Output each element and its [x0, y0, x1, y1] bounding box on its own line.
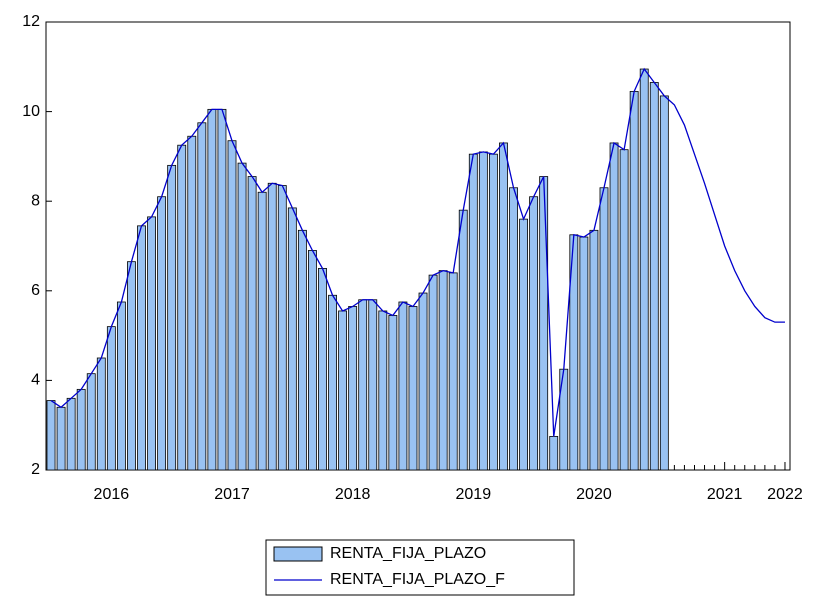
bar: [619, 149, 629, 471]
bar: [257, 191, 267, 471]
bar: [438, 270, 448, 471]
bar: [217, 108, 227, 471]
x-tick-label: 2019: [456, 486, 492, 503]
bar: [187, 135, 197, 471]
bar: [348, 306, 358, 471]
bar: [328, 294, 337, 471]
bar: [167, 164, 177, 471]
bar: [76, 388, 86, 471]
bar: [589, 229, 599, 471]
bar: [659, 95, 669, 471]
bar: [137, 225, 146, 471]
x-tick-label: 2022: [767, 486, 803, 503]
x-tick-label: 2021: [707, 486, 743, 503]
bar: [247, 176, 257, 471]
legend-swatch: [273, 546, 323, 562]
bar: [46, 400, 56, 471]
bar: [448, 272, 458, 471]
y-tick-label: 4: [31, 372, 40, 389]
bar: [177, 144, 187, 471]
bar: [609, 142, 619, 471]
bar: [388, 315, 398, 471]
bar: [378, 310, 388, 471]
bar: [66, 397, 76, 471]
bar: [287, 207, 297, 471]
y-tick-label: 8: [31, 192, 40, 209]
bar: [519, 218, 528, 471]
bar: [318, 267, 327, 471]
bar: [408, 306, 418, 471]
bar: [539, 176, 549, 471]
bar: [468, 153, 478, 471]
bar: [529, 196, 539, 471]
bar: [127, 261, 136, 471]
bar: [56, 406, 66, 471]
y-tick-label: 10: [22, 103, 40, 120]
bar: [297, 229, 307, 471]
bar: [579, 236, 589, 471]
bar: [237, 162, 247, 471]
bar: [549, 435, 559, 471]
y-tick-label: 2: [31, 461, 40, 478]
bar: [267, 182, 277, 471]
x-tick-label: 2016: [94, 486, 130, 503]
bar: [418, 292, 428, 471]
bar: [227, 140, 237, 471]
bar: [428, 274, 438, 471]
bar: [629, 91, 639, 471]
plot-frame: [45, 21, 791, 471]
bar: [96, 357, 106, 471]
bar: [488, 153, 498, 471]
bar: [308, 250, 317, 471]
bar: [116, 301, 126, 471]
bar: [157, 196, 167, 471]
x-tick-label: 2020: [576, 486, 612, 503]
legend-label: RENTA_FIJA_PLAZO_F: [330, 571, 505, 588]
x-tick-label: 2017: [214, 486, 250, 503]
bar: [499, 142, 508, 471]
bar: [277, 185, 287, 471]
bar: [207, 108, 217, 471]
bar: [368, 299, 378, 471]
bar: [649, 82, 659, 471]
bar: [147, 216, 156, 471]
bar: [509, 187, 518, 471]
bar: [86, 373, 96, 471]
y-tick-label: 12: [22, 13, 40, 30]
bar: [197, 122, 207, 471]
bar: [639, 68, 649, 471]
bar: [599, 187, 609, 471]
bar: [478, 151, 488, 471]
bar: [106, 326, 116, 471]
bar: [338, 310, 348, 471]
bar: [458, 209, 468, 471]
y-tick-label: 6: [31, 282, 40, 299]
bar: [358, 299, 368, 471]
x-tick-label: 2018: [335, 486, 371, 503]
legend-label: RENTA_FIJA_PLAZO: [330, 545, 486, 562]
line: [50, 67, 785, 437]
bar: [398, 301, 408, 471]
